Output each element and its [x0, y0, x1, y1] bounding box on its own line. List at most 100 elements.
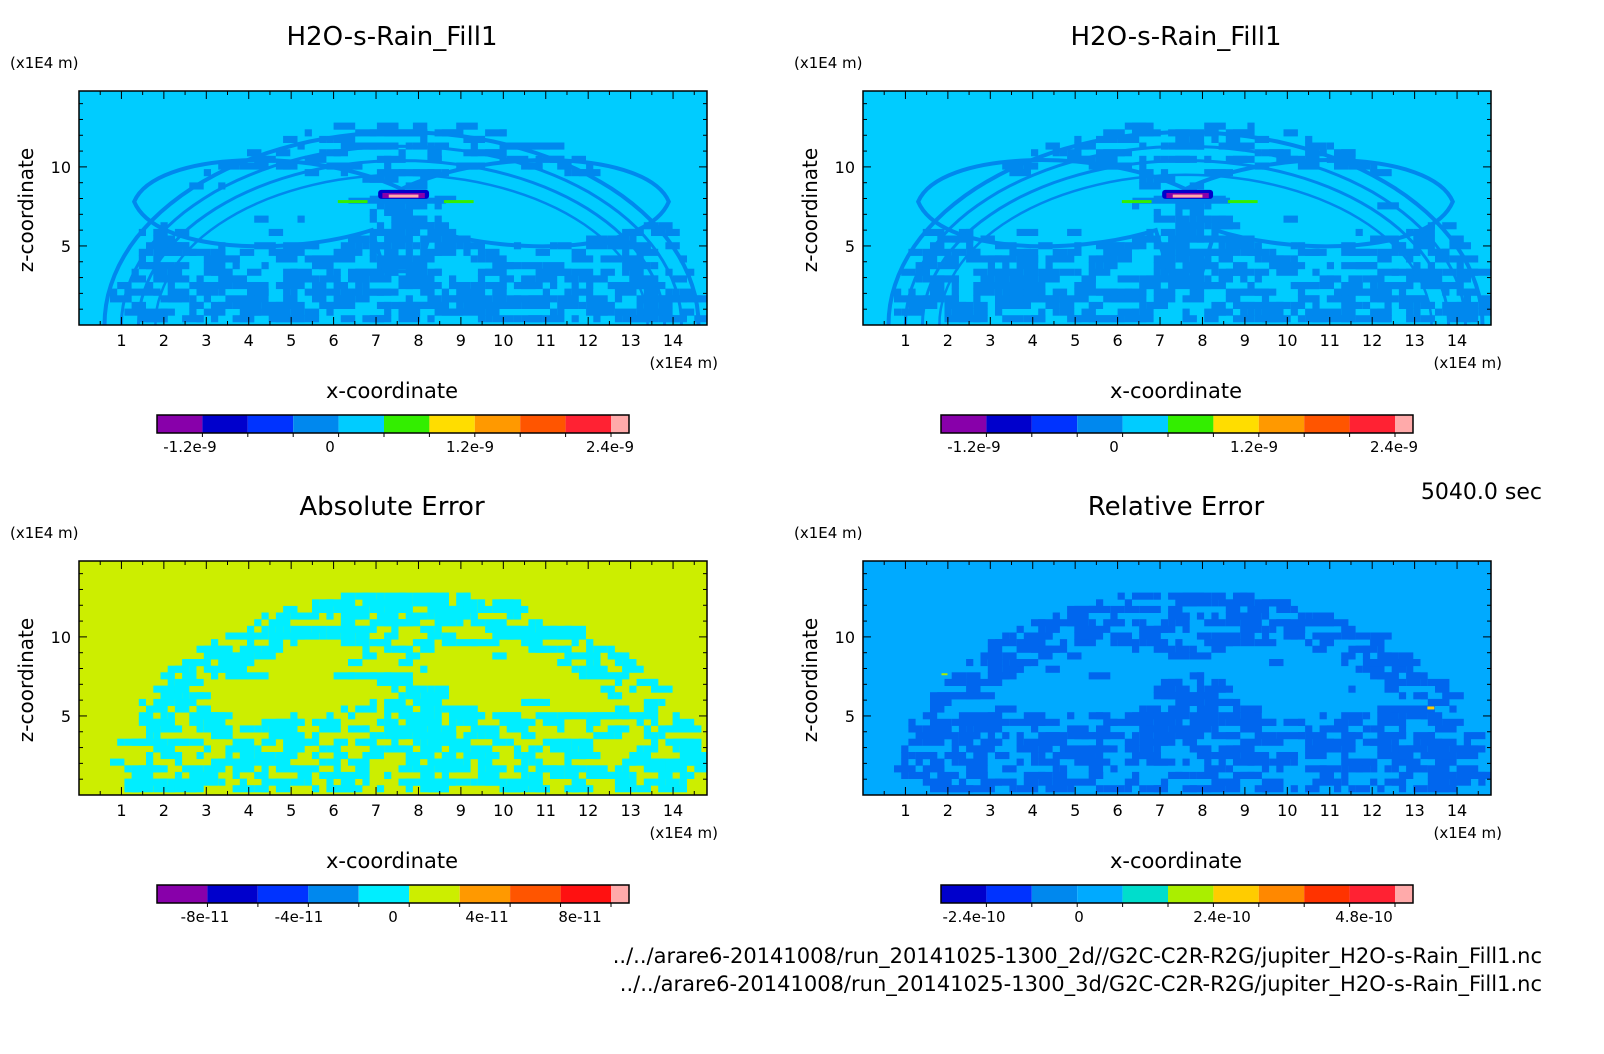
heatmap-field [863, 561, 1491, 795]
colorbar-segment [1168, 415, 1214, 433]
file-path-3d: ../../arare6-20141008/run_20141025-1300_… [619, 972, 1542, 996]
colorbar-segment [1031, 885, 1078, 903]
x-tick-label: 7 [371, 331, 381, 350]
panel-br: Relative Error (x1E4 m) (x1E4 m) x-coordina… [794, 492, 1502, 926]
x-tick-label: 2 [159, 801, 169, 820]
x-tick-label: 13 [1404, 331, 1424, 350]
colorbar-segment [409, 885, 460, 903]
colorbar: -1.2e-9 0 1.2e-9 2.4e-9 [156, 414, 634, 456]
x-axis-label: x-coordinate [1110, 379, 1242, 403]
colorbar-segment [293, 415, 339, 433]
colorbar-segment [202, 415, 248, 433]
x-tick-label: 12 [578, 331, 598, 350]
y-unit-label: (x1E4 m) [10, 524, 79, 542]
colorbar-segment [157, 885, 208, 903]
y-unit-label: (x1E4 m) [794, 524, 863, 542]
x-tick-label: 10 [1277, 801, 1297, 820]
colorbar-segment [1031, 415, 1078, 433]
x-tick-label: 1 [116, 801, 126, 820]
colorbar: -2.4e-10 0 2.4e-10 4.8e-10 [940, 884, 1414, 926]
colorbar-segment [520, 415, 566, 433]
x-tick-label: 2 [159, 331, 169, 350]
x-tick-label: 2 [943, 801, 953, 820]
x-tick-label: 7 [1155, 801, 1165, 820]
x-tick-label: 14 [663, 331, 683, 350]
z-tick-label: 10 [51, 158, 71, 177]
plot-frame [78, 560, 708, 796]
x-tick-label: 9 [456, 801, 466, 820]
x-tick-label: 7 [371, 801, 381, 820]
x-tick-label: 6 [329, 801, 339, 820]
colorbar-segment [474, 415, 521, 433]
x-tick-label: 4 [244, 331, 254, 350]
colorbar-segment [257, 885, 309, 903]
colorbar-label: 8e-11 [558, 908, 601, 926]
colorbar-segment [1168, 885, 1214, 903]
colorbar-label: 2.4e-9 [586, 438, 634, 456]
colorbar-segment [611, 415, 629, 433]
colorbar-segment [1077, 885, 1123, 903]
x-tick-label: 14 [1447, 801, 1467, 820]
colorbar-segment [941, 415, 987, 433]
x-tick-label: 8 [413, 801, 423, 820]
colorbar-label: -1.2e-9 [947, 438, 1000, 456]
heatmap-field [79, 561, 707, 795]
x-tick-label: 11 [1320, 331, 1340, 350]
x-tick-label: 10 [1277, 331, 1297, 350]
colorbar-label: 1.2e-9 [446, 438, 494, 456]
colorbar-segment [510, 885, 561, 903]
x-tick-label: 1 [900, 331, 910, 350]
z-tick-label: 5 [61, 707, 71, 726]
colorbar-segment [384, 415, 430, 433]
x-tick-label: 1 [116, 331, 126, 350]
x-tick-label: 8 [1197, 801, 1207, 820]
colorbar-segment [1213, 415, 1259, 433]
colorbar-label: -8e-11 [181, 908, 230, 926]
x-unit-label: (x1E4 m) [649, 824, 718, 842]
colorbar-label: -1.2e-9 [163, 438, 216, 456]
x-tick-label: 9 [1240, 331, 1250, 350]
x-tick-label: 3 [201, 331, 211, 350]
x-tick-label: 2 [943, 331, 953, 350]
panel-title: H2O-s-Rain_Fill1 [1071, 22, 1282, 52]
colorbar-segment [565, 415, 611, 433]
colorbar-segment [1213, 885, 1259, 903]
colorbar-segment [1077, 415, 1123, 433]
colorbar-label: 2.4e-9 [1370, 438, 1418, 456]
panel-title: H2O-s-Rain_Fill1 [287, 22, 498, 52]
x-tick-label: 3 [985, 801, 995, 820]
x-unit-label: (x1E4 m) [649, 354, 718, 372]
colorbar-segment [1258, 415, 1305, 433]
x-tick-label: 9 [456, 331, 466, 350]
plot-frame [862, 90, 1492, 326]
panel-title: Relative Error [1088, 492, 1265, 522]
z-tick-label: 5 [845, 237, 855, 256]
heatmap-field [79, 91, 707, 325]
x-tick-label: 7 [1155, 331, 1165, 350]
x-tick-label: 3 [985, 331, 995, 350]
x-tick-label: 6 [329, 331, 339, 350]
x-tick-label: 8 [1197, 331, 1207, 350]
x-tick-label: 6 [1113, 331, 1123, 350]
y-axis-label: z-coordinate [14, 618, 38, 742]
y-unit-label: (x1E4 m) [10, 54, 79, 72]
colorbar-segment [1122, 415, 1168, 433]
x-axis-label: x-coordinate [326, 849, 458, 873]
y-axis-label: z-coordinate [798, 148, 822, 272]
x-tick-label: 14 [1447, 331, 1467, 350]
colorbar-segment [358, 885, 410, 903]
colorbar-segment [1349, 415, 1395, 433]
colorbar-label: 2.4e-10 [1193, 908, 1251, 926]
x-tick-label: 13 [620, 801, 640, 820]
colorbar-label: 0 [325, 438, 335, 456]
colorbar-label: 0 [1109, 438, 1119, 456]
colorbar-label: 0 [388, 908, 398, 926]
x-axis-label: x-coordinate [1110, 849, 1242, 873]
plot-frame [862, 560, 1492, 796]
colorbar-segment [986, 885, 1032, 903]
colorbar-segment [429, 415, 475, 433]
colorbar-segment [941, 885, 987, 903]
colorbar-segment [1304, 415, 1350, 433]
time-label: 5040.0 sec [1420, 480, 1542, 505]
